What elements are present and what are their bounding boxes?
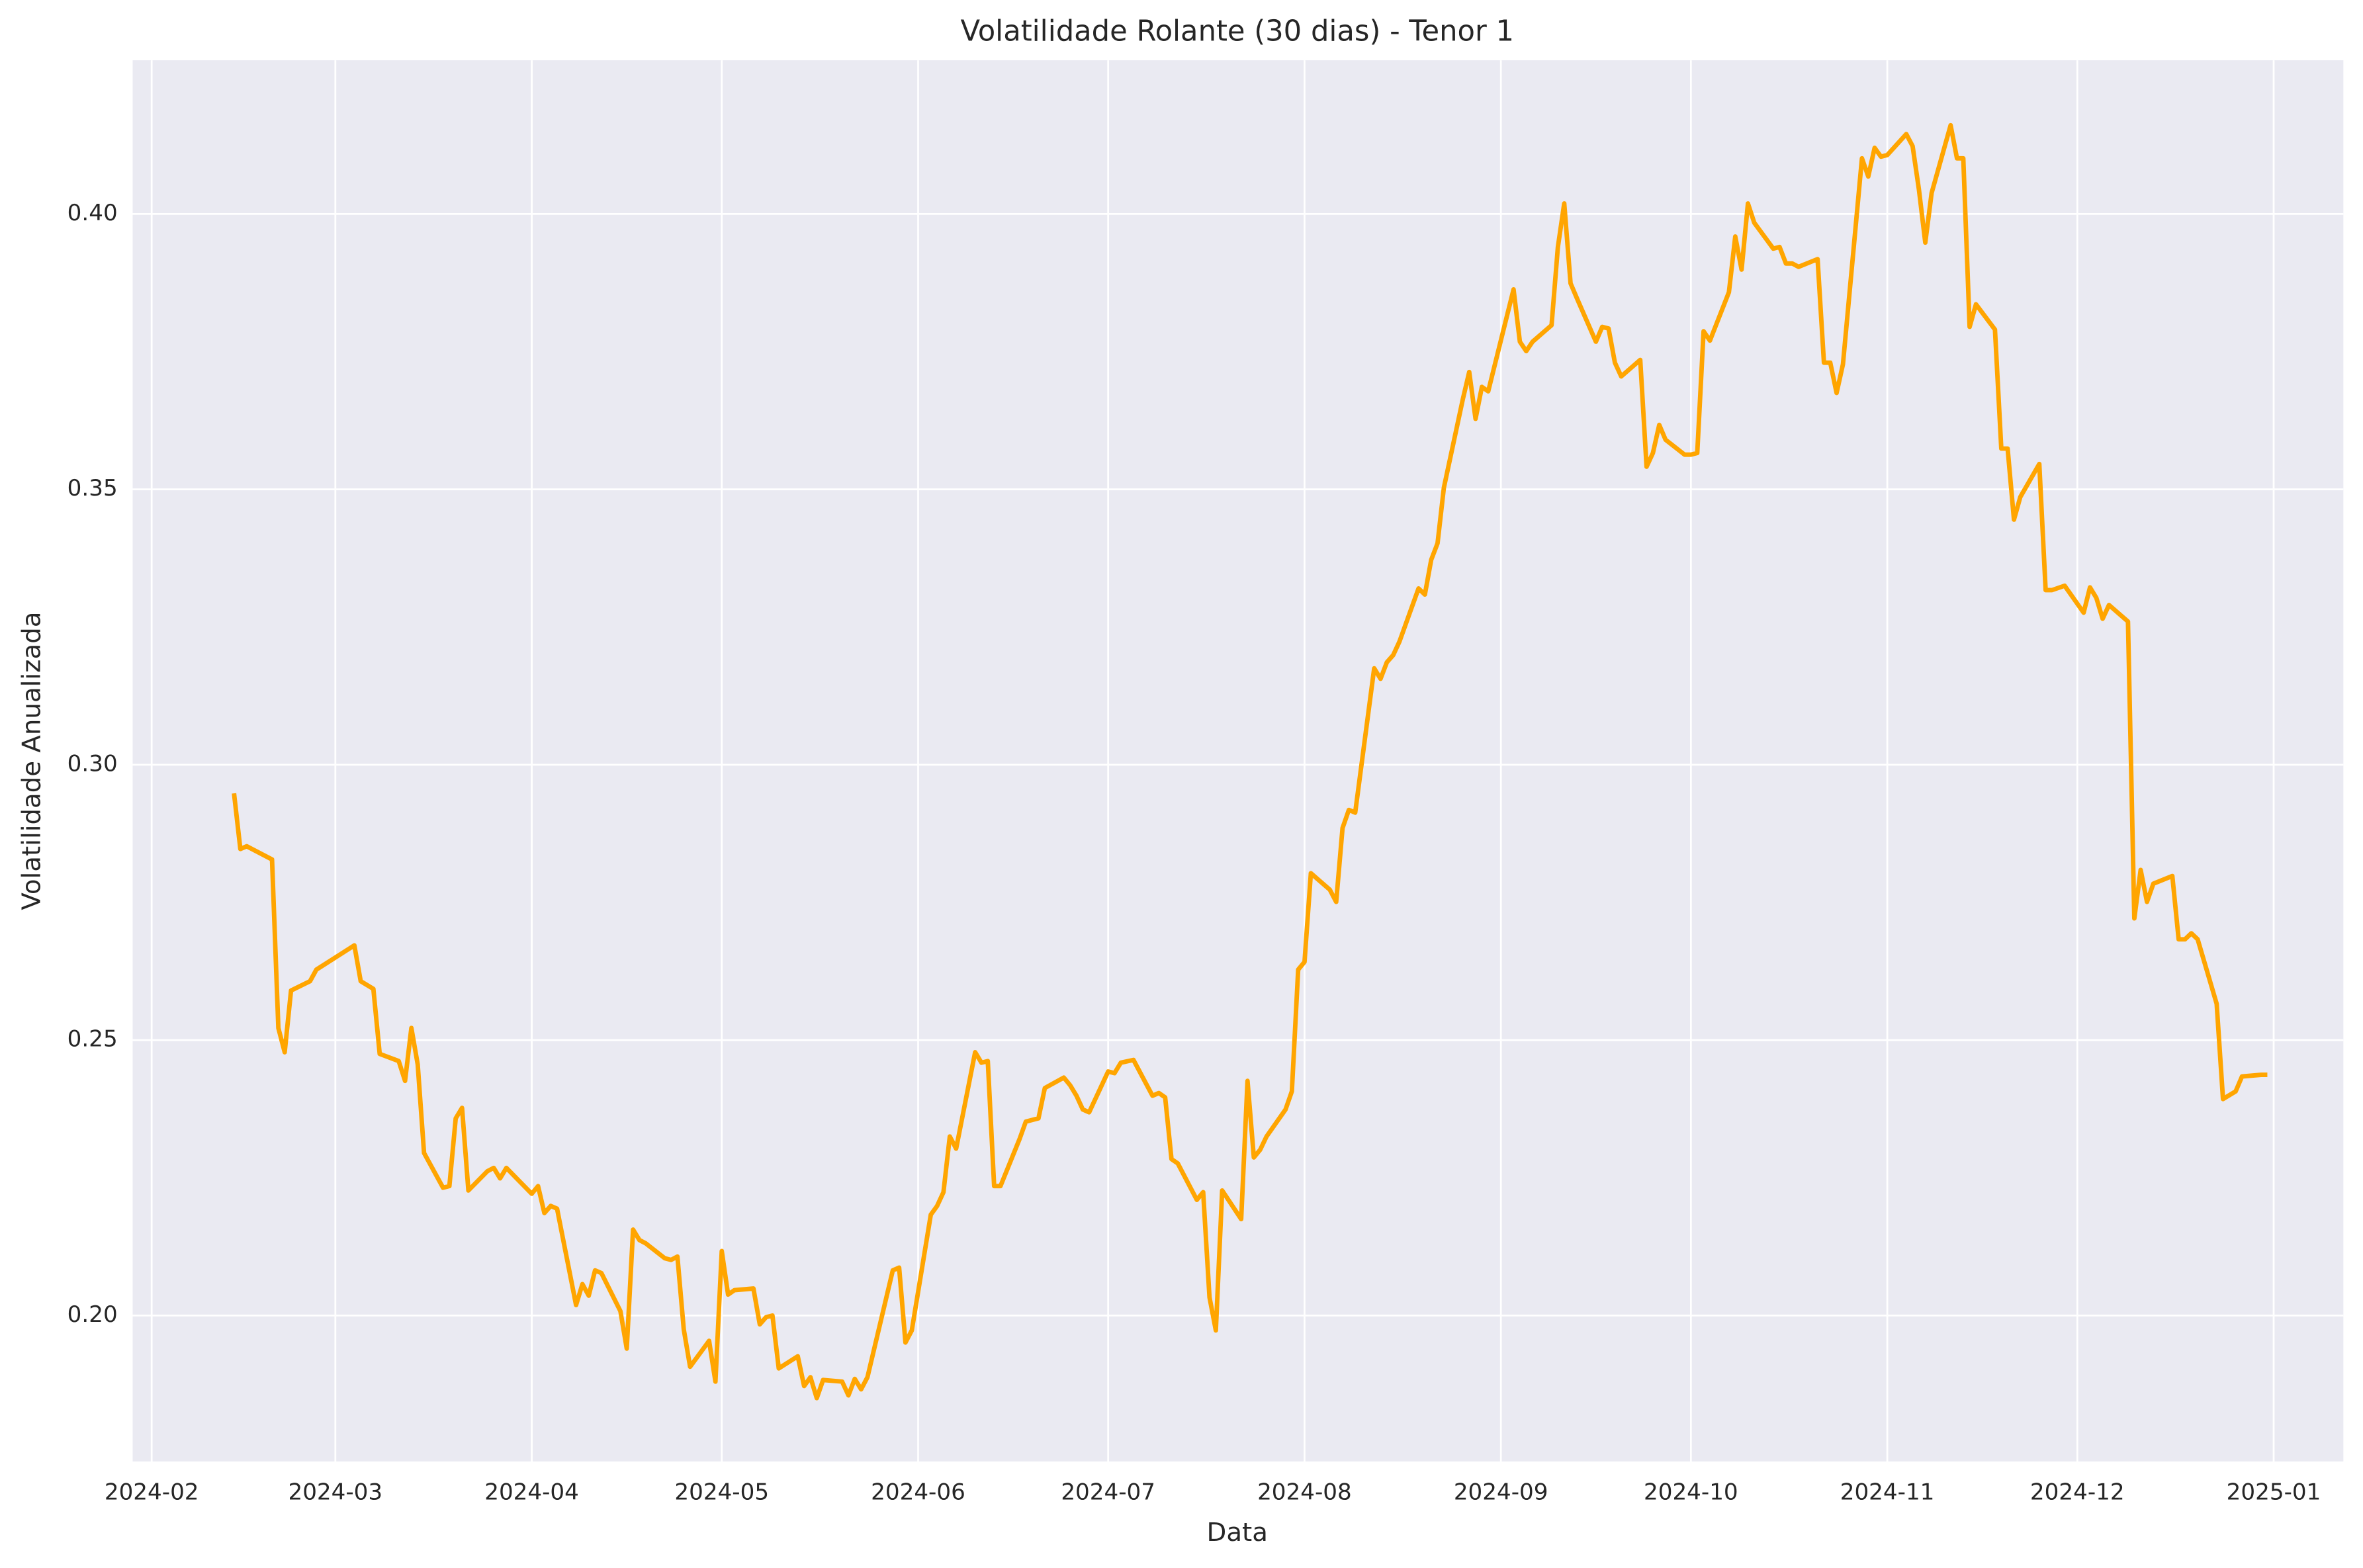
y-tick-label: 0.20 <box>67 1301 118 1328</box>
x-tick-label: 2024-06 <box>871 1479 965 1505</box>
x-tick-label: 2024-05 <box>674 1479 769 1505</box>
plot-area <box>132 60 2344 1461</box>
y-axis-label: Volatilidade Anualizada <box>17 611 47 910</box>
data-line <box>232 122 2268 1401</box>
x-tick-label: 2024-12 <box>2030 1479 2125 1505</box>
chart-title: Volatilidade Rolante (30 dias) - Tenor 1 <box>960 15 1514 48</box>
x-tick-label: 2024-11 <box>1840 1479 1935 1505</box>
y-tick-label: 0.40 <box>67 200 118 226</box>
y-tick-label: 0.35 <box>67 475 118 501</box>
x-tick-label: 2024-02 <box>105 1479 199 1505</box>
x-axis-label: Data <box>1207 1518 1268 1547</box>
x-tick-label: 2025-01 <box>2227 1479 2321 1505</box>
y-tick-label: 0.25 <box>67 1026 118 1053</box>
x-tick-label: 2024-07 <box>1061 1479 1155 1505</box>
x-tick-label: 2024-03 <box>288 1479 382 1505</box>
x-tick-label: 2024-10 <box>1644 1479 1738 1505</box>
y-tick-label: 0.30 <box>67 750 118 777</box>
x-tick-label: 2024-08 <box>1257 1479 1352 1505</box>
x-tick-label: 2024-04 <box>484 1479 579 1505</box>
x-tick-label: 2024-09 <box>1454 1479 1548 1505</box>
